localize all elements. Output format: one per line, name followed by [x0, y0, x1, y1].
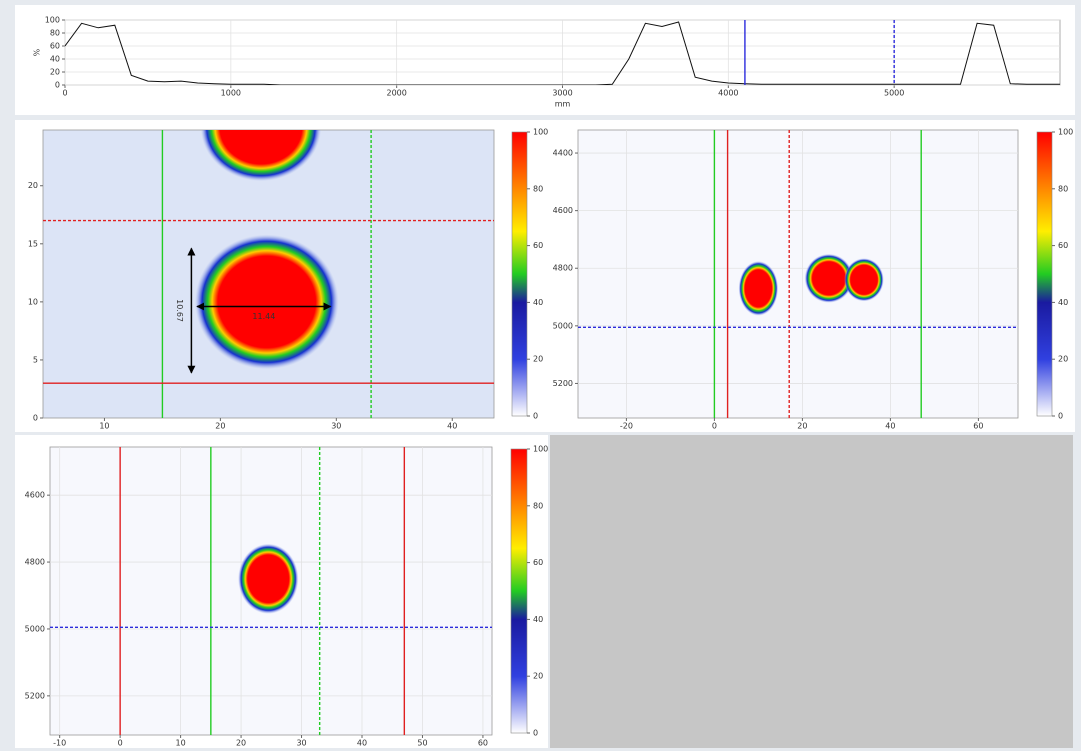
- x-tick-label: 40: [885, 422, 895, 431]
- colorbar-tick-label: 60: [533, 241, 543, 250]
- y-tick-label: 20: [28, 181, 38, 190]
- x-tick-label: 4000: [718, 89, 738, 98]
- measure-label: 10.67: [175, 299, 184, 322]
- x-tick-label: 3000: [552, 89, 572, 98]
- colorbar-tick-label: 20: [533, 672, 543, 681]
- x-tick-label: 40: [447, 422, 457, 431]
- amplitude-blob: [238, 544, 298, 614]
- x-tick-label: 5000: [884, 89, 904, 98]
- x-tick-label: 20: [215, 422, 225, 431]
- amplitude-blob: [844, 258, 884, 301]
- y-tick-label: 5200: [553, 379, 573, 388]
- colorbar-tick-label: 100: [533, 128, 548, 137]
- colorbar-tick-label: 80: [1058, 184, 1068, 193]
- y-tick-label: 4600: [553, 206, 573, 215]
- colorbar-tick-label: 0: [1058, 412, 1063, 421]
- colorbar-tick-label: 60: [1058, 241, 1068, 250]
- x-axis-label: mm: [555, 100, 571, 109]
- y-tick-label: 5000: [25, 624, 45, 633]
- colorbar-tick-label: 20: [1058, 355, 1068, 364]
- measure-label: 11.44: [252, 312, 275, 321]
- x-tick-label: 60: [973, 422, 983, 431]
- x-tick-label: 30: [296, 739, 306, 748]
- x-tick-label: 60: [478, 739, 488, 748]
- x-tick-label: 20: [797, 422, 807, 431]
- x-tick-label: 30: [331, 422, 341, 431]
- colorbar-tick-label: 100: [1058, 128, 1073, 137]
- empty-panel: [550, 435, 1073, 748]
- y-tick-label: 5200: [25, 691, 45, 700]
- colorbar-tick-label: 40: [1058, 298, 1068, 307]
- y-tick-label: 20: [50, 68, 60, 77]
- y-tick-label: 4800: [25, 558, 45, 567]
- colorbar-tick-label: 0: [533, 412, 538, 421]
- y-tick-label: 0: [55, 81, 60, 90]
- x-tick-label: -10: [53, 739, 66, 748]
- y-tick-label: 60: [50, 42, 60, 51]
- y-tick-label: 4800: [553, 264, 573, 273]
- colorbar-tick-label: 60: [533, 558, 543, 567]
- y-tick-label: 5000: [553, 321, 573, 330]
- y-tick-label: 40: [50, 55, 60, 64]
- colorbar-tick-label: 80: [533, 501, 543, 510]
- colorbar-tick-label: 100: [533, 445, 548, 454]
- x-tick-label: -20: [620, 422, 633, 431]
- x-tick-label: 1000: [221, 89, 241, 98]
- y-tick-label: 0: [33, 414, 38, 423]
- x-tick-label: 40: [357, 739, 367, 748]
- y-tick-label: 15: [28, 239, 38, 248]
- y-tick-label: 100: [45, 16, 60, 25]
- colorbar-tick-label: 0: [533, 729, 538, 738]
- y-tick-label: 4600: [25, 491, 45, 500]
- amplitude-blob: [195, 235, 339, 370]
- plot-area: [578, 130, 1018, 418]
- x-tick-label: 2000: [386, 89, 406, 98]
- x-tick-label: 0: [712, 422, 717, 431]
- colorbar-tick-label: 40: [533, 615, 543, 624]
- x-tick-label: 50: [417, 739, 427, 748]
- amplitude-blob: [739, 261, 779, 316]
- colorbar-tick-label: 80: [533, 184, 543, 193]
- colorbar: [1037, 132, 1052, 416]
- colorbar-tick-label: 40: [533, 298, 543, 307]
- y-axis-label: %: [33, 48, 42, 56]
- x-tick-label: 0: [118, 739, 123, 748]
- x-tick-label: 10: [99, 422, 109, 431]
- colorbar: [512, 132, 527, 416]
- colorbar-tick-label: 20: [533, 355, 543, 364]
- y-tick-label: 5: [33, 355, 38, 364]
- x-tick-label: 20: [236, 739, 246, 748]
- y-tick-label: 4400: [553, 149, 573, 158]
- x-tick-label: 0: [62, 89, 67, 98]
- y-tick-label: 80: [50, 29, 60, 38]
- colorbar: [511, 449, 527, 733]
- app: 010002000300040005000020406080100%mm1020…: [0, 0, 1081, 751]
- y-tick-label: 10: [28, 297, 38, 306]
- x-tick-label: 10: [176, 739, 186, 748]
